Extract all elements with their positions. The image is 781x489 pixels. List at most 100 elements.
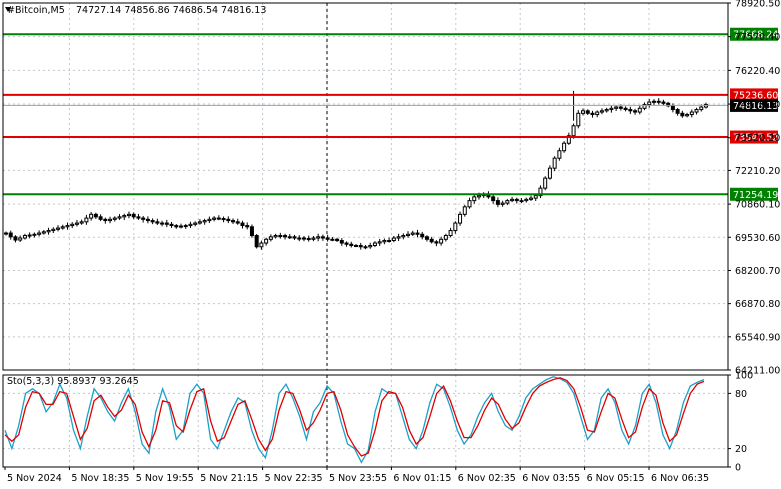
candle-body-bull	[595, 111, 600, 116]
candle-body-bull	[566, 135, 571, 144]
candle-body-bull	[467, 200, 472, 208]
candle-body-bear	[216, 217, 221, 220]
candle	[287, 234, 292, 240]
candle-body-bull	[406, 233, 411, 237]
price-tick-label: 65540.90	[735, 332, 780, 343]
candle-body-bull	[268, 236, 273, 240]
candle-body-bull	[183, 225, 188, 228]
candle-body-bear	[306, 238, 311, 241]
price-tick-label: 70860.10	[735, 200, 780, 211]
candle-body-bull	[642, 104, 647, 109]
candle	[207, 216, 212, 224]
candle-body-bull	[377, 241, 382, 244]
candle-body-bear	[590, 112, 595, 116]
stoch-tick-label: 80	[735, 389, 747, 400]
candle	[599, 108, 604, 115]
time-label: 6 Nov 06:35	[651, 473, 709, 484]
candle	[259, 240, 264, 250]
support-price-label: 71254.19	[733, 190, 778, 201]
candle	[202, 218, 207, 225]
candle	[406, 231, 411, 238]
candle-body-bull	[259, 242, 264, 248]
stoch-signal-line	[4, 377, 705, 457]
candle-body-bear	[434, 241, 439, 244]
candle	[320, 234, 325, 241]
time-label: 5 Nov 23:55	[329, 473, 387, 484]
candle-body-bull	[84, 217, 89, 223]
candle	[306, 235, 311, 242]
candle-body-bull	[74, 222, 79, 225]
candle	[472, 194, 477, 204]
candle	[349, 241, 354, 248]
candle-body-bull	[363, 246, 368, 249]
candle-body-bear	[231, 220, 236, 223]
resistance-price-tag	[730, 88, 778, 102]
candle-body-bull	[453, 222, 458, 232]
candle-body-bull	[576, 112, 581, 127]
candle	[117, 214, 122, 220]
candle	[467, 197, 472, 209]
candle	[609, 105, 614, 113]
resistance-price-label: 75236.60	[733, 90, 778, 101]
candle-body-bull	[604, 109, 609, 112]
support-price-tag	[730, 27, 778, 41]
candle-body-bull	[37, 232, 42, 235]
candle-body-bull	[108, 218, 113, 222]
candle	[377, 238, 382, 246]
candle	[141, 216, 146, 223]
candle-body-bull	[538, 187, 543, 197]
candle	[670, 103, 675, 113]
candle-body-bear	[169, 223, 174, 227]
candle-body-bull	[651, 100, 656, 103]
candle-body-bull	[179, 225, 183, 228]
candle-body-bear	[675, 109, 680, 114]
ohlc-readout: 74727.14 74856.86 74686.54 74816.13	[76, 5, 266, 16]
candle-body-bear	[13, 236, 18, 241]
candle	[685, 112, 690, 118]
candle-body-bear	[420, 233, 425, 238]
candle	[642, 102, 647, 111]
price-tick-label: 77570.40	[735, 32, 780, 43]
candle-body-bull	[27, 234, 32, 237]
time-label: 5 Nov 21:15	[200, 473, 258, 484]
candle-body-bull	[699, 106, 704, 111]
candle	[193, 221, 198, 227]
indicator-label: Sto(5,3,3) 95.8937 93.2645	[7, 376, 139, 387]
candle	[581, 108, 586, 116]
candle	[46, 227, 51, 235]
time-label: 6 Nov 05:15	[587, 473, 645, 484]
time-label: 6 Nov 01:15	[393, 473, 451, 484]
candle	[131, 212, 136, 220]
candle-body-bear	[344, 242, 349, 245]
candle	[368, 242, 373, 249]
candle-body-bull	[637, 107, 642, 113]
candle	[514, 197, 519, 204]
candle	[339, 238, 344, 246]
candle-body-bull	[396, 236, 401, 239]
candle	[562, 141, 567, 153]
candle-body-bull	[32, 233, 37, 236]
candle	[60, 224, 65, 230]
candle	[22, 233, 27, 240]
candle-body-bear	[623, 107, 628, 111]
stoch-tick-label: 20	[735, 444, 747, 455]
candle-body-bull	[609, 107, 614, 111]
candle-body-bull	[689, 111, 694, 116]
candle-body-bull	[117, 216, 122, 219]
stoch-plot-frame	[2, 374, 729, 468]
candle-body-bear	[301, 237, 306, 240]
candle	[628, 106, 633, 114]
price-tick-label: 72210.20	[735, 166, 780, 177]
candle-body-bear	[491, 196, 496, 202]
candle-body-bear	[98, 216, 103, 220]
candle-body-bull	[202, 220, 207, 223]
candle	[500, 200, 505, 207]
time-label: 6 Nov 03:55	[522, 473, 580, 484]
candle	[566, 132, 571, 145]
candle	[491, 194, 496, 204]
candle-body-bear	[240, 222, 245, 227]
candle	[458, 211, 463, 226]
candle-body-bear	[131, 213, 136, 218]
candle	[666, 101, 671, 108]
